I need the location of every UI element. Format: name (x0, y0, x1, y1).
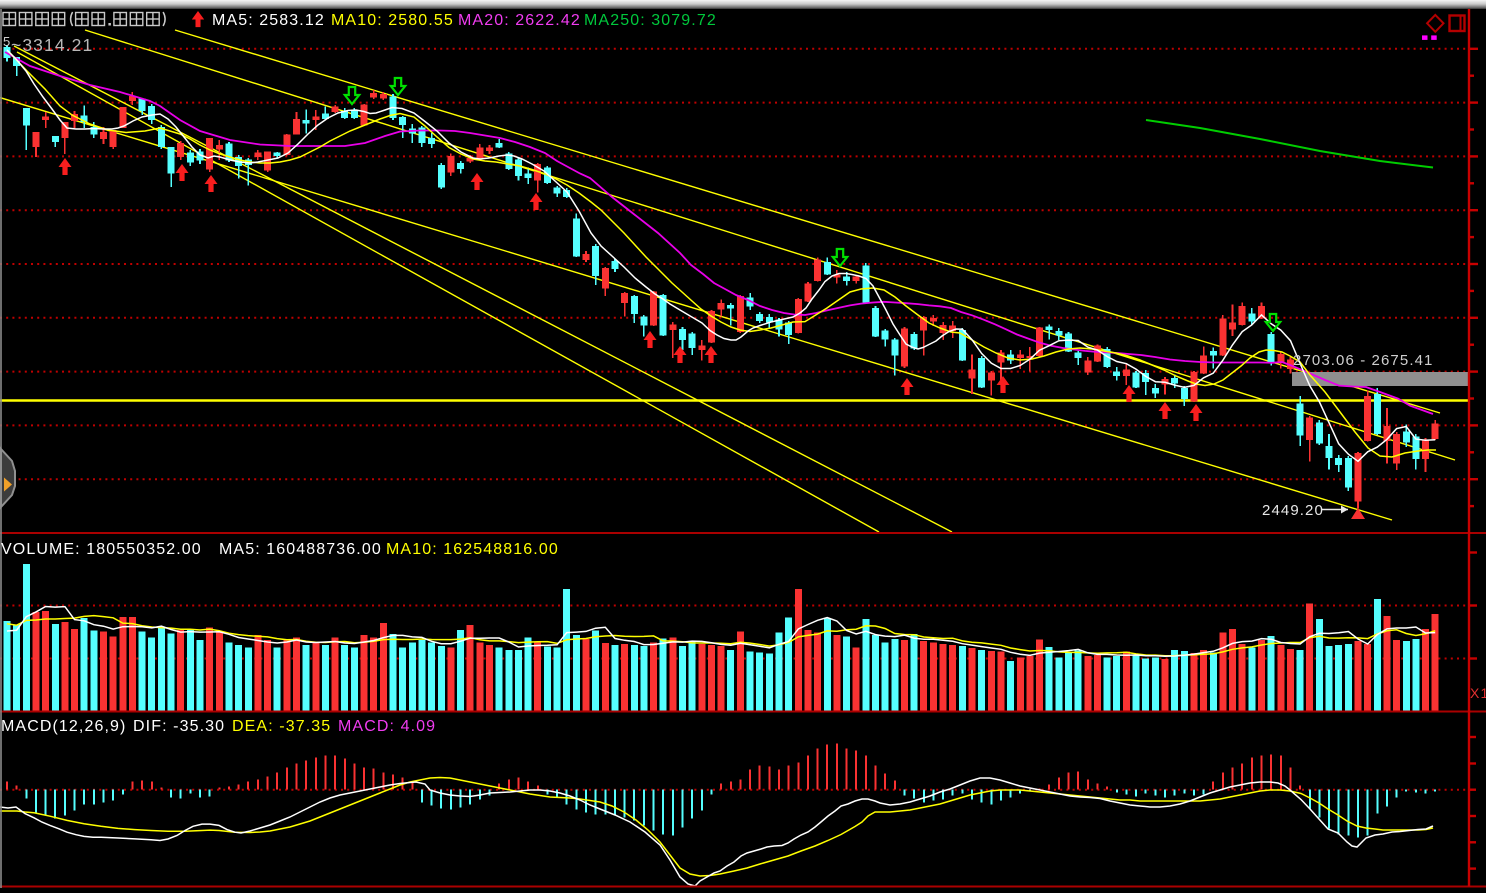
svg-text:MA5: 2583.12: MA5: 2583.12 (212, 12, 325, 29)
svg-text:MA5: 160488736.00: MA5: 160488736.00 (219, 541, 382, 558)
svg-text:MA20: 2622.42: MA20: 2622.42 (458, 12, 581, 29)
svg-text:MACD: 4.09: MACD: 4.09 (338, 718, 436, 735)
svg-text:2449.20: 2449.20 (1262, 502, 1324, 519)
svg-text:X1: X1 (1470, 685, 1486, 701)
svg-text:DEA: -37.35: DEA: -37.35 (232, 718, 331, 735)
svg-text:~3314.21: ~3314.21 (11, 35, 93, 55)
svg-text:5: 5 (3, 34, 11, 49)
svg-text:DIF: -35.30: DIF: -35.30 (133, 718, 225, 735)
svg-text:MA10: 2580.55: MA10: 2580.55 (331, 12, 454, 29)
svg-text:MA10: 162548816.00: MA10: 162548816.00 (386, 541, 559, 558)
svg-text:2703.06 - 2675.41: 2703.06 - 2675.41 (1293, 352, 1433, 369)
svg-text:MA250: 3079.72: MA250: 3079.72 (584, 12, 717, 29)
svg-text:MACD(12,26,9): MACD(12,26,9) (1, 718, 126, 735)
svg-text:VOLUME: 180550352.00: VOLUME: 180550352.00 (1, 541, 202, 558)
